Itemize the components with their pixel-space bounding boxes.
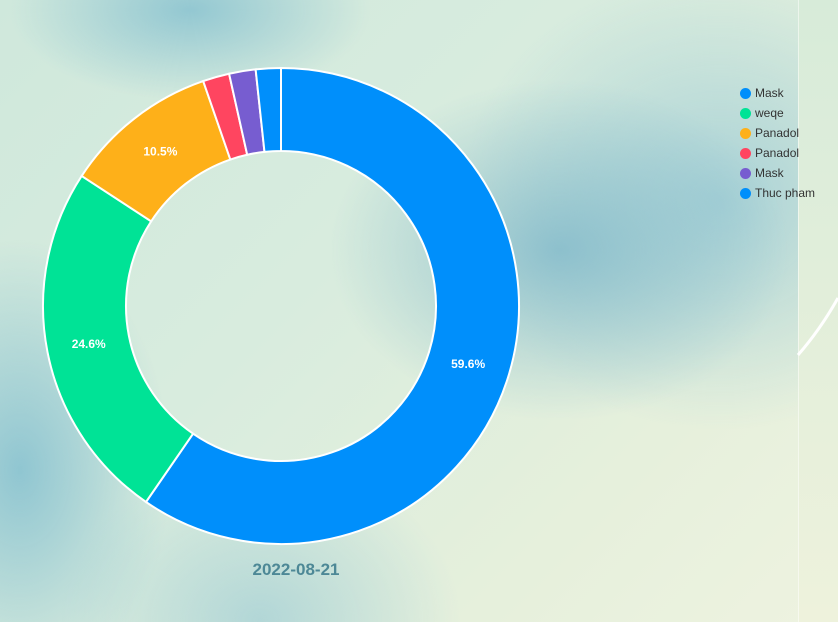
legend-item[interactable]: Mask bbox=[740, 83, 815, 103]
decorative-curve bbox=[796, 297, 838, 356]
legend-marker-icon bbox=[740, 167, 751, 179]
legend-label: Panadol bbox=[755, 146, 800, 160]
legend-item[interactable]: Panadol bbox=[740, 143, 815, 163]
legend-label: weqe bbox=[755, 106, 784, 120]
legend-marker-icon bbox=[740, 187, 751, 199]
slice-data-label: 59.6% bbox=[451, 357, 485, 371]
legend-marker-icon bbox=[740, 107, 751, 119]
legend-marker-icon bbox=[740, 127, 751, 139]
legend-item[interactable]: Thuc pham bbox=[740, 183, 815, 203]
chart-date-label: 2022-08-21 bbox=[252, 560, 340, 579]
legend-marker-icon bbox=[740, 87, 751, 99]
donut-slice[interactable] bbox=[254, 66, 282, 153]
legend-label: Panadol bbox=[755, 126, 800, 140]
donut-slice[interactable] bbox=[42, 174, 195, 504]
slice-data-label: 10.5% bbox=[143, 145, 177, 159]
legend-item[interactable]: Mask bbox=[740, 163, 815, 183]
legend-label: Mask bbox=[755, 166, 784, 180]
legend-item[interactable]: Panadol bbox=[740, 123, 815, 143]
legend-label: Thuc pham bbox=[755, 186, 816, 200]
chart-legend: Mask weqe Panadol Panadol Mask Thuc pham bbox=[740, 83, 815, 203]
legend-label: Mask bbox=[755, 86, 784, 100]
legend-marker-icon bbox=[740, 147, 751, 159]
legend-item[interactable]: weqe bbox=[740, 103, 815, 123]
donut-slice[interactable] bbox=[144, 66, 520, 545]
slice-data-label: 24.6% bbox=[72, 337, 106, 351]
